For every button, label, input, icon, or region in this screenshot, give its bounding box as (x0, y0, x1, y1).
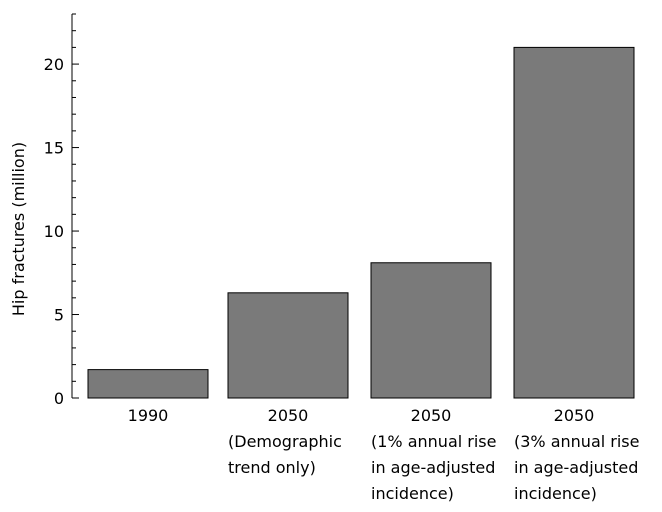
y-tick-label: 0 (54, 389, 64, 408)
bar-1 (227, 292, 349, 399)
category-label-line: (3% annual rise (514, 432, 639, 451)
category-label-line: in age-adjusted (371, 458, 495, 477)
category-label-line: 1990 (128, 406, 169, 425)
category-label-0: 1990 (128, 406, 169, 425)
y-tick-label: 20 (44, 55, 64, 74)
category-label-3: 2050 (3% annual rise in age-adjusted incide… (514, 406, 639, 503)
category-label-2: 2050 (1% annual rise in age-adjusted incide… (371, 406, 496, 503)
bar-2 (370, 262, 492, 399)
category-label-line: (1% annual rise (371, 432, 496, 451)
bar-3 (513, 46, 635, 399)
category-label-line: (Demographic (228, 432, 342, 451)
category-labels: 1990 2050 (Demographic trend only) 2050 (1% a… (128, 406, 640, 503)
y-tick-label: 10 (44, 222, 64, 241)
category-label-line: in age-adjusted (514, 458, 638, 477)
category-label-line: 2050 (554, 406, 595, 425)
y-ticks: 0 5 10 15 20 (44, 13, 79, 408)
category-label-line: 2050 (268, 406, 309, 425)
y-tick-label: 15 (44, 139, 64, 158)
bars (87, 46, 635, 399)
category-label-1: 2050 (Demographic trend only) (228, 406, 342, 477)
y-axis-label: Hip fractures (million) (9, 142, 28, 316)
category-label-line: incidence) (514, 484, 597, 503)
category-label-line: incidence) (371, 484, 454, 503)
category-label-line: trend only) (228, 458, 316, 477)
y-tick-label: 5 (54, 306, 64, 325)
bar-0 (87, 369, 209, 399)
category-label-line: 2050 (411, 406, 452, 425)
